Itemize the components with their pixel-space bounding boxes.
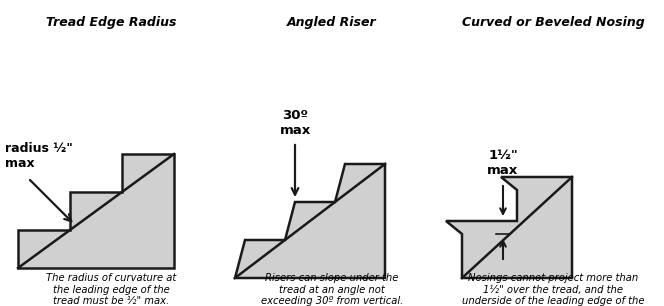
Text: Angled Riser: Angled Riser	[288, 16, 376, 29]
Text: 1½"
max: 1½" max	[487, 149, 519, 177]
Text: The radius of curvature at
the leading edge of the
tread must be ½" max.: The radius of curvature at the leading e…	[46, 273, 176, 306]
Polygon shape	[18, 154, 174, 268]
Text: Curved or Beveled Nosing: Curved or Beveled Nosing	[461, 16, 644, 29]
Text: radius ½"
max: radius ½" max	[5, 142, 73, 170]
Text: Nosings cannot project more than
1½" over the tread, and the
underside of the le: Nosings cannot project more than 1½" ove…	[461, 273, 644, 306]
Text: Tread Edge Radius: Tread Edge Radius	[46, 16, 176, 29]
Text: Risers can slope under the
tread at an angle not
exceeding 30º from vertical.: Risers can slope under the tread at an a…	[261, 273, 403, 306]
Polygon shape	[446, 177, 572, 278]
Polygon shape	[235, 164, 385, 278]
Text: 30º
max: 30º max	[280, 109, 311, 137]
